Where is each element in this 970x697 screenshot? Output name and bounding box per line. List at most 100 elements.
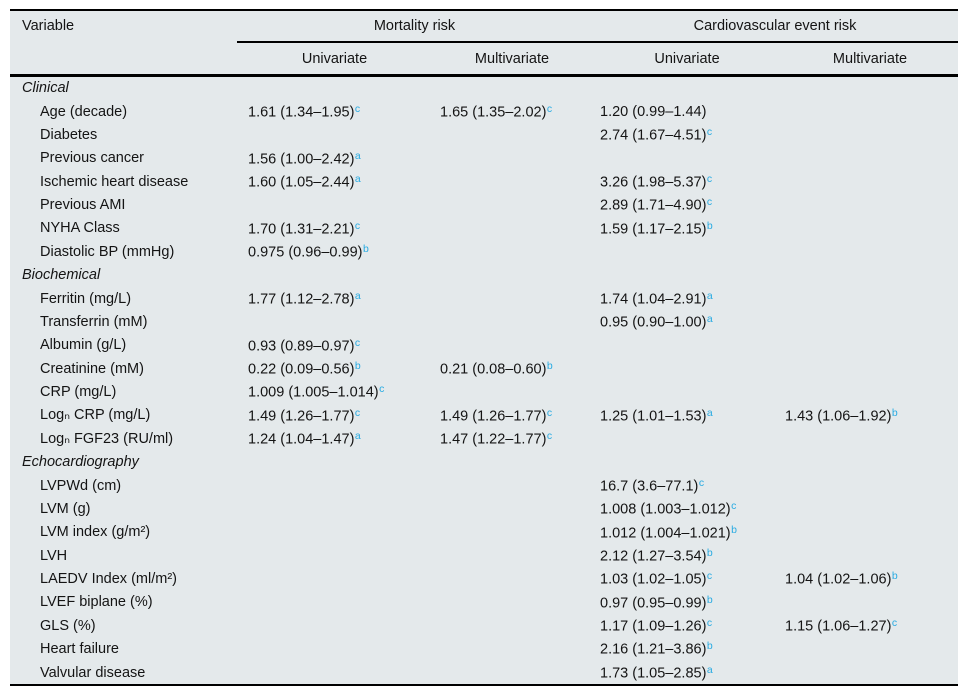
hazard-ratio-value: 2.12 (1.27–3.54) (600, 548, 707, 565)
row-label: Logₙ FGF23 (RU/ml) (40, 430, 174, 447)
row-label: LVM index (g/m²) (40, 524, 151, 541)
column-group-cardiovascular-event-risk: Cardiovascular event risk (693, 18, 857, 34)
hazard-ratio-value: 1.43 (1.06–1.92) (785, 408, 892, 425)
row-label: LVH (40, 547, 68, 564)
significance-superscript: b (731, 523, 737, 536)
table-row: LVM index (g/m²) 1.012 (1.004–1.021)b (10, 521, 958, 544)
significance-superscript: a (706, 289, 713, 302)
hazard-ratio-value: 1.73 (1.05–2.85) (600, 665, 707, 682)
hazard-ratio-value: 1.49 (1.26–1.77) (440, 408, 547, 425)
significance-superscript: c (546, 102, 553, 115)
significance-superscript: b (706, 593, 713, 606)
table-row: LVM (g) 1.008 (1.003–1.012)c (10, 497, 958, 520)
hazard-ratio-cell: 2.74 (1.67–4.51)c (592, 126, 782, 144)
hazard-ratio-value: 3.26 (1.98–5.37) (600, 174, 707, 191)
table-row: Ischemic heart disease 1.60 (1.05–2.44)a 3… (10, 170, 958, 193)
significance-superscript: c (891, 617, 898, 630)
hazard-ratio-cell: 1.17 (1.09–1.26)c (592, 617, 782, 635)
hazard-ratio-value: 1.009 (1.005–1.014) (248, 384, 379, 401)
table-row: LVH 2.12 (1.27–3.54)b (10, 544, 958, 567)
table-row: Diastolic BP (mmHg) 0.975 (0.96–0.99)b (10, 240, 958, 263)
row-label: CRP (mg/L) (40, 384, 117, 401)
table-row: Ferritin (mg/L) 1.77 (1.12–2.78)a 1.74 (1.… (10, 287, 958, 310)
column-header-cv-univariate: Univariate (654, 50, 720, 67)
section-title: Clinical (22, 80, 69, 97)
table-body: Clinical Age (decade) 1.61 (1.34–1.95)c 1.6… (10, 77, 958, 685)
risk-ratio-table: Variable Mortality risk Cardiovascular e… (10, 9, 958, 687)
hazard-ratio-value: 1.49 (1.26–1.77) (248, 408, 355, 425)
hazard-ratio-cell: 1.012 (1.004–1.021)b (592, 524, 782, 542)
significance-superscript: a (354, 289, 361, 302)
table-row: LAEDV Index (ml/m²) 1.03 (1.02–1.05)c 1.04… (10, 567, 958, 590)
hazard-ratio-value: 1.008 (1.003–1.012) (600, 501, 731, 518)
hazard-ratio-cell: 1.04 (1.02–1.06)b (782, 570, 958, 588)
table-row: NYHA Class 1.70 (1.31–2.21)c 1.59 (1.17–2.… (10, 217, 958, 240)
group-underline-rule (237, 41, 958, 43)
table-row: Logₙ FGF23 (RU/ml) 1.24 (1.04–1.47)a 1.47 … (10, 427, 958, 450)
hazard-ratio-cell: 1.20 (0.99–1.44) (592, 104, 782, 120)
group-header-underline (10, 41, 958, 43)
hazard-ratio-cell: 1.03 (1.02–1.05)c (592, 570, 782, 588)
hazard-ratio-cell: 1.008 (1.003–1.012)c (592, 500, 782, 518)
table-top-rule (10, 9, 958, 11)
significance-superscript: c (706, 172, 713, 185)
hazard-ratio-value: 1.15 (1.06–1.27) (785, 618, 892, 635)
hazard-ratio-cell: 0.21 (0.08–0.60)b (432, 360, 592, 378)
hazard-ratio-value: 1.56 (1.00–2.42) (248, 151, 355, 168)
hazard-ratio-cell: 1.56 (1.00–2.42)a (237, 150, 432, 168)
row-label: Ischemic heart disease (40, 173, 189, 190)
hazard-ratio-cell: 16.7 (3.6–77.1)c (592, 477, 782, 495)
hazard-ratio-cell: 0.975 (0.96–0.99)b (237, 243, 432, 261)
significance-superscript: a (706, 663, 713, 676)
hazard-ratio-value: 0.22 (0.09–0.56) (248, 361, 355, 378)
row-label: LVEF biplane (%) (40, 594, 153, 611)
row-label: NYHA Class (40, 220, 120, 237)
column-header-mortality-multivariate: Multivariate (474, 50, 550, 67)
table-header-rule (10, 74, 958, 77)
hazard-ratio-cell: 1.65 (1.35–2.02)c (432, 103, 592, 121)
hazard-ratio-value: 0.95 (0.90–1.00) (600, 314, 707, 331)
hazard-ratio-value: 1.77 (1.12–2.78) (248, 291, 355, 308)
hazard-ratio-cell: 1.47 (1.22–1.77)c (432, 430, 592, 448)
significance-superscript: b (706, 640, 713, 653)
table-row: Diabetes 2.74 (1.67–4.51)c (10, 123, 958, 146)
column-header-variable: Variable (22, 18, 75, 34)
row-label: Previous AMI (40, 197, 126, 214)
significance-superscript: c (706, 617, 713, 630)
row-label: Logₙ CRP (mg/L) (40, 407, 151, 424)
significance-superscript: b (706, 219, 713, 232)
hazard-ratio-value: 1.04 (1.02–1.06) (785, 571, 892, 588)
hazard-ratio-value: 2.89 (1.71–4.90) (600, 197, 707, 214)
hazard-ratio-value: 1.70 (1.31–2.21) (248, 221, 355, 238)
row-label: Age (decade) (40, 103, 128, 120)
significance-superscript: b (891, 570, 898, 583)
hazard-ratio-cell: 0.97 (0.95–0.99)b (592, 594, 782, 612)
table-bottom-rule (10, 684, 958, 687)
table-row: CRP (mg/L) 1.009 (1.005–1.014)c (10, 380, 958, 403)
significance-superscript: b (706, 546, 713, 559)
hazard-ratio-cell: 1.60 (1.05–2.44)a (237, 173, 432, 191)
row-label: Creatinine (mM) (40, 360, 144, 377)
hazard-ratio-cell: 2.12 (1.27–3.54)b (592, 547, 782, 565)
significance-superscript: a (354, 172, 361, 185)
table-row: Age (decade) 1.61 (1.34–1.95)c 1.65 (1.35–… (10, 100, 958, 123)
significance-superscript: b (354, 359, 361, 372)
hazard-ratio-value: 1.24 (1.04–1.47) (248, 431, 355, 448)
significance-superscript: c (706, 126, 713, 139)
significance-superscript: b (362, 243, 369, 256)
significance-superscript: c (706, 196, 713, 209)
significance-superscript: c (354, 219, 361, 232)
hazard-ratio-value: 1.60 (1.05–2.44) (248, 174, 355, 191)
row-label: LAEDV Index (ml/m²) (40, 571, 177, 588)
hazard-ratio-value: 0.97 (0.95–0.99) (600, 595, 707, 612)
hazard-ratio-cell: 2.16 (1.21–3.86)b (592, 640, 782, 658)
row-label: LVM (g) (40, 500, 91, 517)
section-title: Echocardiography (22, 454, 139, 471)
table-row: Transferrin (mM) 0.95 (0.90–1.00)a (10, 310, 958, 333)
significance-superscript: c (546, 430, 553, 443)
hazard-ratio-cell: 1.49 (1.26–1.77)c (432, 407, 592, 425)
significance-superscript: c (706, 570, 713, 583)
row-label: Valvular disease (40, 664, 146, 681)
section-header-row: Echocardiography (10, 451, 958, 474)
hazard-ratio-value: 0.93 (0.89–0.97) (248, 338, 355, 355)
